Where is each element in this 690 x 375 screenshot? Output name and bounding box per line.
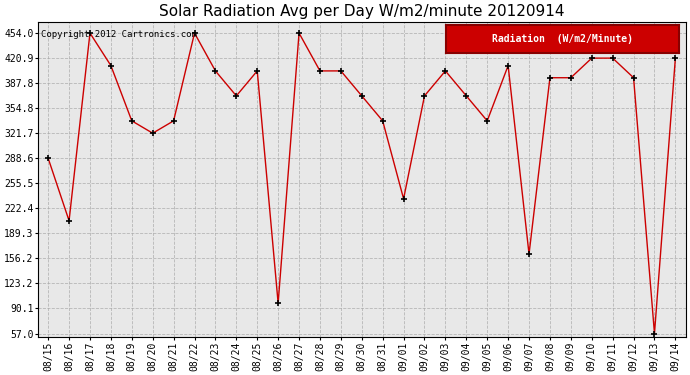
Text: Copyright 2012 Cartronics.com: Copyright 2012 Cartronics.com <box>41 30 197 39</box>
Title: Solar Radiation Avg per Day W/m2/minute 20120914: Solar Radiation Avg per Day W/m2/minute … <box>159 4 564 19</box>
